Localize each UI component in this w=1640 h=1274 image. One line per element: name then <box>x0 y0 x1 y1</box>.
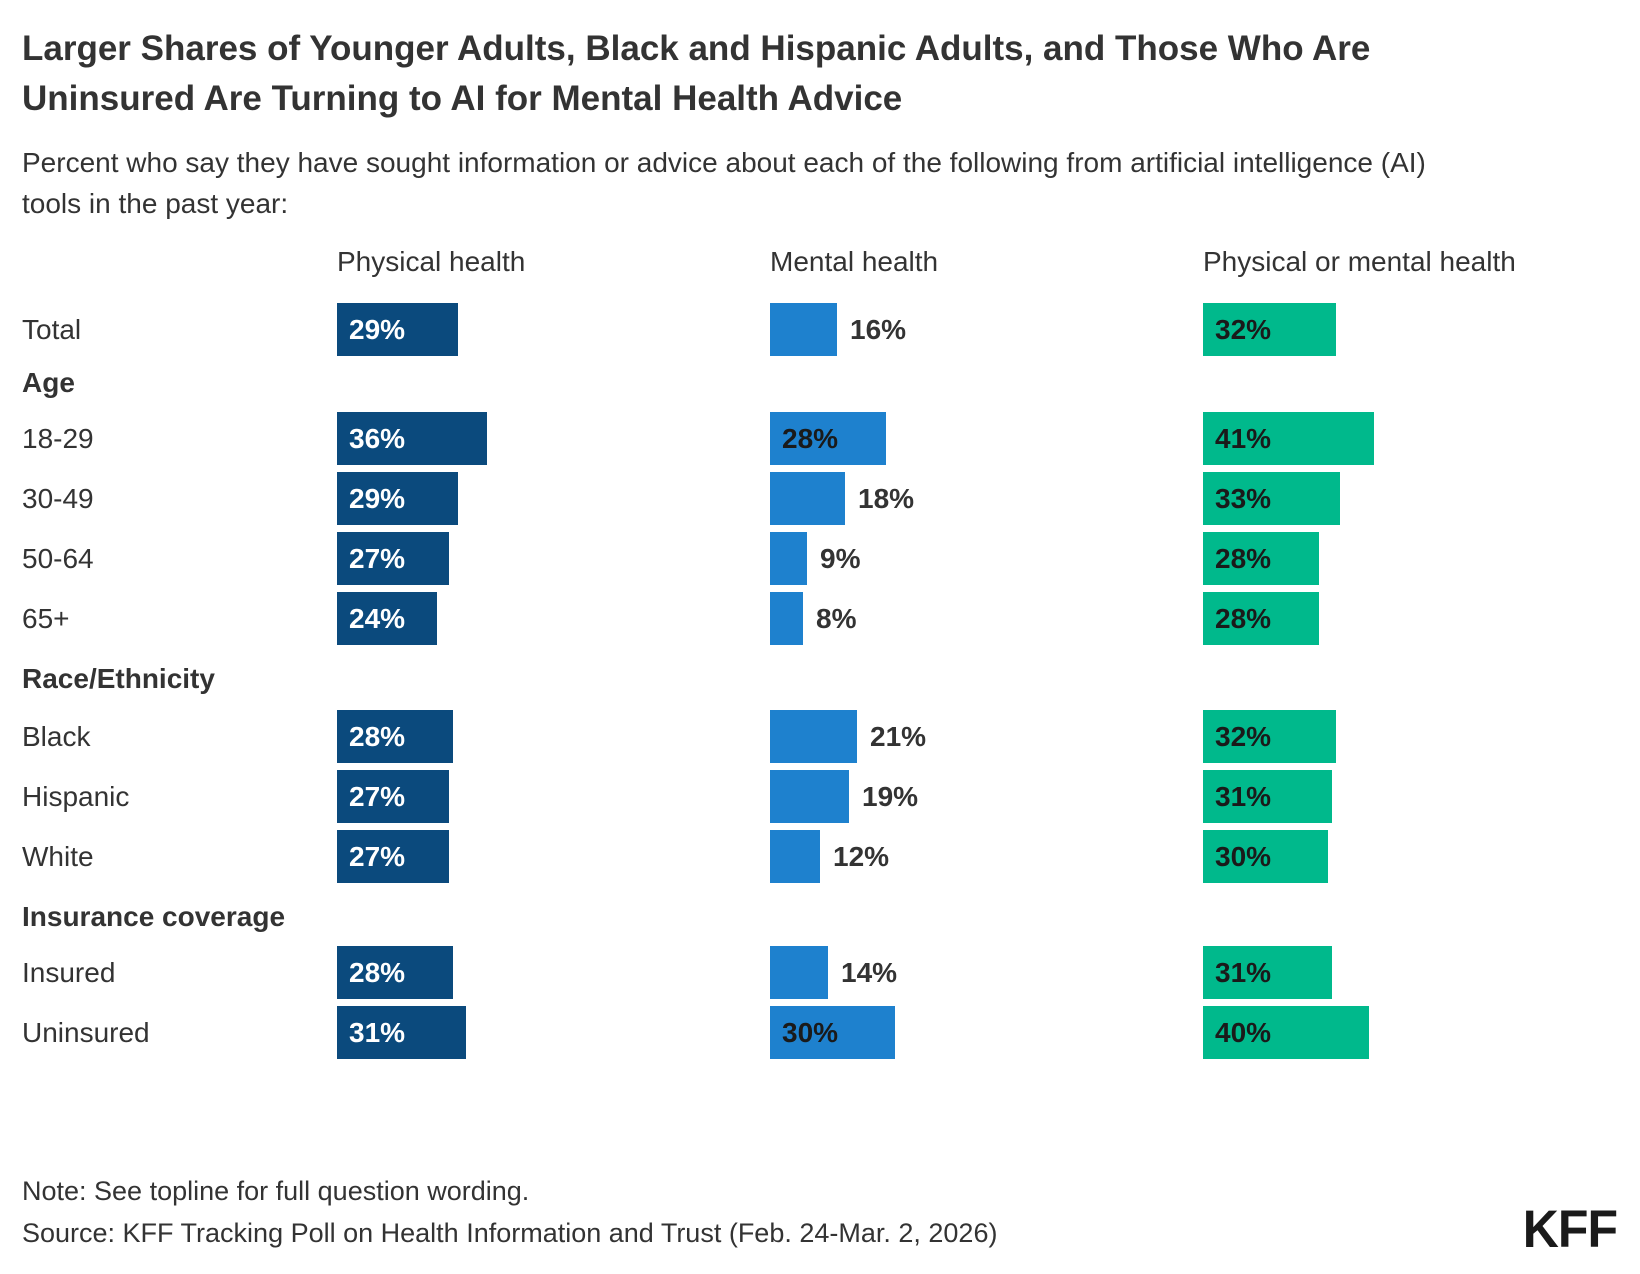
bar-value-physical-or-mental-health-insured: 31% <box>1215 957 1272 988</box>
bar-value-physical-health-30-49: 29% <box>349 483 406 514</box>
bar-value-physical-or-mental-health-white: 30% <box>1215 841 1272 872</box>
bar-value-mental-health-18-29: 28% <box>782 423 839 454</box>
bar-value-mental-health-insured: 14% <box>841 957 898 988</box>
bar-physical-health-hispanic: 27% <box>337 770 449 823</box>
section-header-race-ethnicity: Race/Ethnicity <box>22 663 215 694</box>
bar-value-physical-health-18-29: 36% <box>349 423 406 454</box>
bar-value-mental-health-black: 21% <box>870 721 927 752</box>
bar-physical-or-mental-health-65: 28% <box>1203 592 1319 645</box>
section-header-age: Age <box>22 367 75 398</box>
bar-physical-health-30-49: 29% <box>337 472 458 525</box>
column-header-mental-health: Mental health <box>770 246 939 277</box>
bar-value-physical-health-white: 27% <box>349 841 406 872</box>
bar-physical-or-mental-health-insured: 31% <box>1203 946 1332 999</box>
bar-value-physical-or-mental-health-50-64: 28% <box>1215 543 1272 574</box>
row-label-white: White <box>22 841 94 872</box>
note-text: Note: See topline for full question word… <box>22 1176 530 1206</box>
bar-physical-health-total: 29% <box>337 303 458 356</box>
bar-value-physical-health-black: 28% <box>349 721 406 752</box>
bar-value-mental-health-total: 16% <box>850 314 907 345</box>
bar-physical-health-18-29: 36% <box>337 412 487 465</box>
row-label-65: 65+ <box>22 603 70 634</box>
bar-value-mental-health-white: 12% <box>833 841 890 872</box>
row-label-hispanic: Hispanic <box>22 781 130 812</box>
source-text: Source: KFF Tracking Poll on Health Info… <box>22 1218 998 1248</box>
bar-value-physical-or-mental-health-30-49: 33% <box>1215 483 1272 514</box>
bar-value-physical-health-insured: 28% <box>349 957 406 988</box>
bar-value-mental-health-50-64: 9% <box>820 543 861 574</box>
bar-physical-health-black: 28% <box>337 710 453 763</box>
row-label-30-49: 30-49 <box>22 483 94 514</box>
bar-mental-health-50-64 <box>770 532 807 585</box>
row-label-total: Total <box>22 314 82 345</box>
bar-physical-health-65: 24% <box>337 592 437 645</box>
bar-value-physical-health-50-64: 27% <box>349 543 406 574</box>
bar-physical-or-mental-health-50-64: 28% <box>1203 532 1319 585</box>
bar-value-mental-health-30-49: 18% <box>858 483 915 514</box>
bar-physical-or-mental-health-uninsured: 40% <box>1203 1006 1369 1059</box>
bar-physical-health-uninsured: 31% <box>337 1006 466 1059</box>
bar-mental-health-white <box>770 830 820 883</box>
bar-value-physical-health-65: 24% <box>349 603 406 634</box>
row-label-black: Black <box>22 721 91 752</box>
bar-mental-health-insured <box>770 946 828 999</box>
bar-mental-health-18-29: 28% <box>770 412 886 465</box>
bar-mental-health-65 <box>770 592 803 645</box>
bar-mental-health-total <box>770 303 837 356</box>
column-header-physical-health: Physical health <box>337 246 526 277</box>
bar-value-physical-or-mental-health-65: 28% <box>1215 603 1272 634</box>
bar-physical-health-50-64: 27% <box>337 532 449 585</box>
bar-value-mental-health-hispanic: 19% <box>862 781 919 812</box>
bar-value-physical-health-total: 29% <box>349 314 406 345</box>
bar-physical-or-mental-health-hispanic: 31% <box>1203 770 1332 823</box>
row-label-50-64: 50-64 <box>22 543 94 574</box>
page-title: Larger Shares of Younger Adults, Black a… <box>22 29 1371 118</box>
bar-physical-or-mental-health-total: 32% <box>1203 303 1336 356</box>
row-label-insured: Insured <box>22 957 116 988</box>
column-header-physical-or-mental-health: Physical or mental health <box>1203 246 1516 277</box>
bar-mental-health-uninsured: 30% <box>770 1006 895 1059</box>
page-subtitle: Percent who say they have sought informa… <box>22 147 1426 219</box>
section-header-insurance-coverage: Insurance coverage <box>22 901 286 932</box>
bar-value-physical-or-mental-health-18-29: 41% <box>1215 423 1272 454</box>
bar-physical-health-insured: 28% <box>337 946 453 999</box>
bar-value-physical-or-mental-health-uninsured: 40% <box>1215 1017 1272 1048</box>
bar-physical-or-mental-health-black: 32% <box>1203 710 1336 763</box>
kff-logo: KFF <box>1522 1199 1618 1259</box>
bar-value-physical-health-uninsured: 31% <box>349 1017 406 1048</box>
bar-physical-or-mental-health-white: 30% <box>1203 830 1328 883</box>
bar-value-physical-or-mental-health-total: 32% <box>1215 314 1272 345</box>
bar-value-physical-or-mental-health-black: 32% <box>1215 721 1272 752</box>
bar-value-mental-health-uninsured: 30% <box>782 1017 839 1048</box>
bar-mental-health-30-49 <box>770 472 845 525</box>
bar-value-physical-or-mental-health-hispanic: 31% <box>1215 781 1272 812</box>
bar-mental-health-black <box>770 710 857 763</box>
bar-physical-or-mental-health-30-49: 33% <box>1203 472 1340 525</box>
row-label-uninsured: Uninsured <box>22 1017 150 1048</box>
bar-value-mental-health-65: 8% <box>816 603 857 634</box>
bar-physical-or-mental-health-18-29: 41% <box>1203 412 1374 465</box>
row-label-18-29: 18-29 <box>22 423 94 454</box>
bar-value-physical-health-hispanic: 27% <box>349 781 406 812</box>
bar-mental-health-hispanic <box>770 770 849 823</box>
bar-physical-health-white: 27% <box>337 830 449 883</box>
